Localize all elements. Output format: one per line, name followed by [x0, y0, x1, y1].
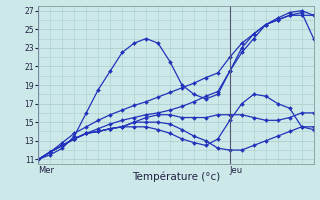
- Text: Mer: Mer: [38, 166, 54, 175]
- Text: Jeu: Jeu: [230, 166, 243, 175]
- X-axis label: Température (°c): Température (°c): [132, 172, 220, 182]
